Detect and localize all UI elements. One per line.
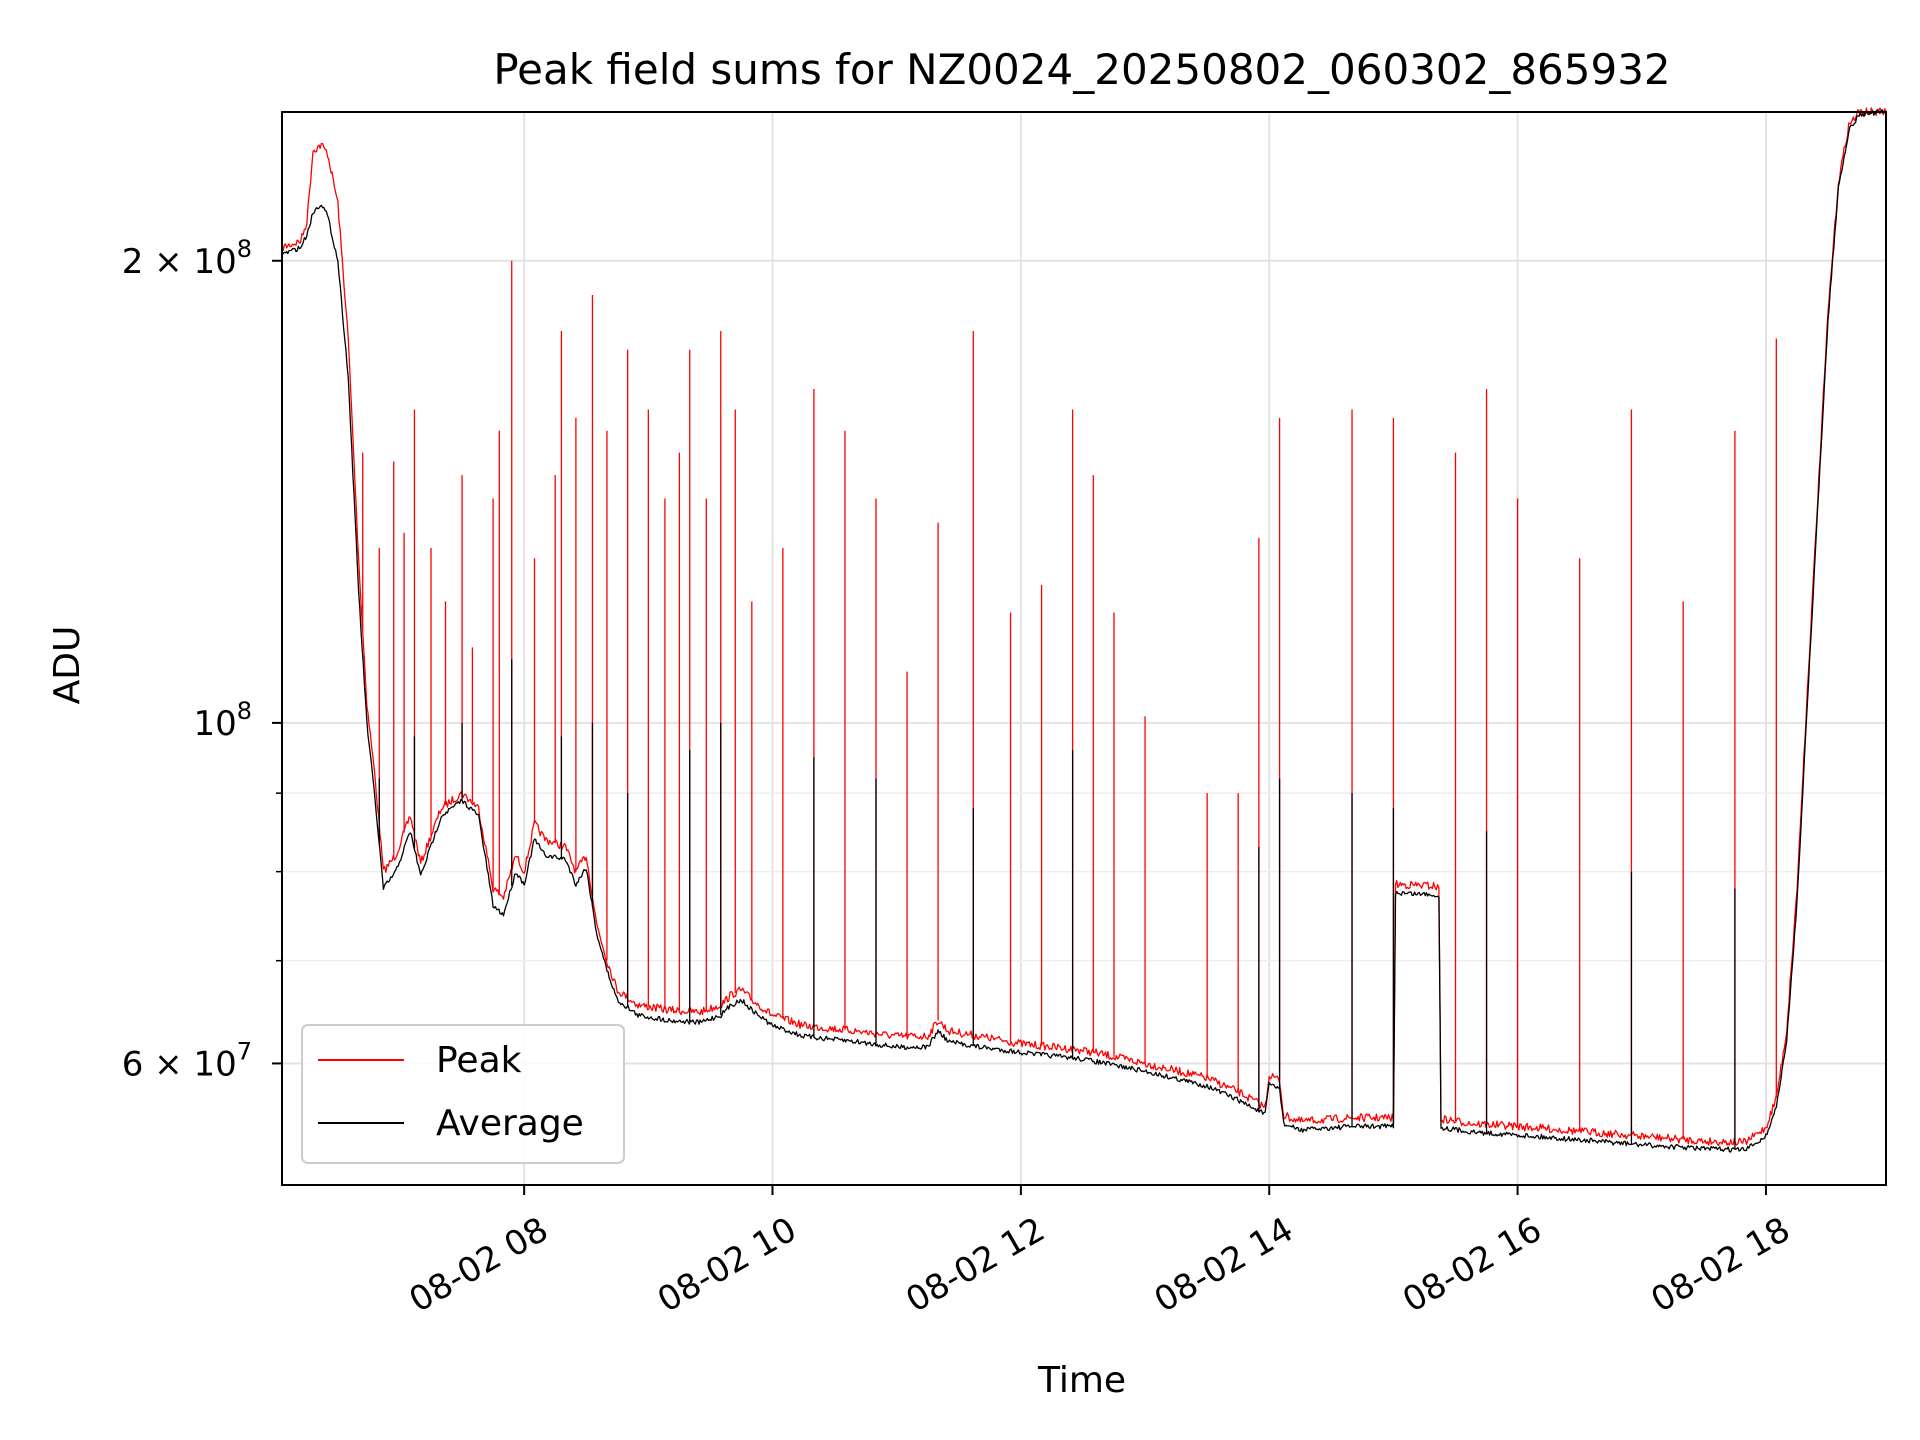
legend-label-peak: Peak [436,1040,522,1081]
series-average [281,109,1887,1153]
plot-series [281,107,1887,1153]
chart-title: Peak field sums for NZ0024_20250802_0603… [493,45,1670,94]
series-line-peak [281,107,1887,1147]
y-axis-label: ADU [47,626,88,705]
y-tick-label: 6 × 107 [122,1037,252,1084]
series-line-average [281,109,1887,1153]
y-tick-label: 2 × 108 [122,235,252,282]
legend-label-average: Average [436,1103,584,1144]
legend: Peak Average [301,1024,625,1164]
grid-lines [282,112,1886,1185]
plot-frame [281,111,1887,1186]
x-axis-label: Time [1037,1360,1126,1401]
